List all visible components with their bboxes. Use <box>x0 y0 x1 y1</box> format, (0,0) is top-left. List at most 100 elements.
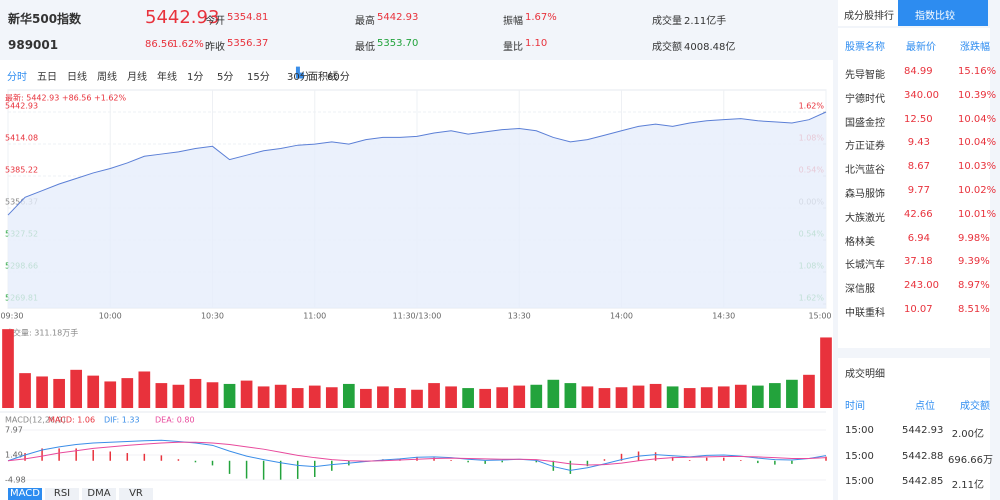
period-tab[interactable]: 60分 <box>327 72 350 83</box>
volume-bar <box>257 386 270 408</box>
volume-bar <box>291 388 304 408</box>
table-cell: 先导智能 <box>845 70 885 81</box>
header-bg <box>0 0 833 60</box>
volume-bar <box>138 371 151 408</box>
table-cell: 9.77 <box>907 185 930 196</box>
table-cell: 深信服 <box>845 284 875 296</box>
period-tab[interactable]: 5分 <box>217 72 234 83</box>
volume-bar <box>308 385 321 408</box>
table-cell: 宁德时代 <box>845 93 885 105</box>
volume-bar <box>462 388 474 408</box>
table-cell: 340.00 <box>904 89 939 101</box>
period-tab[interactable]: 30分 <box>287 72 310 83</box>
sidebar-tab[interactable]: 指数比较 <box>915 11 955 22</box>
volume-bar <box>513 385 526 408</box>
stat-value: 1.67% <box>525 12 557 23</box>
volume-bar <box>377 386 389 408</box>
volume-bar <box>189 378 202 408</box>
table-cell: 8.51% <box>958 304 990 315</box>
indicator-tab[interactable]: DMA <box>82 488 116 500</box>
table-cell: 8.97% <box>958 280 990 292</box>
volume-bar <box>700 387 713 408</box>
table-cell: 10.39% <box>958 89 997 101</box>
table-cell: 北汽蓝谷 <box>845 165 885 177</box>
volume-bar <box>104 381 117 408</box>
period-tab[interactable]: 日线 <box>67 72 87 83</box>
volume-bar <box>2 329 14 408</box>
volume-bar <box>445 386 457 408</box>
table-bg <box>838 358 990 500</box>
volume-bar <box>411 389 423 408</box>
table-cell: 696.66万 <box>948 454 993 466</box>
table-cell: 10.02% <box>958 185 997 196</box>
price-line <box>7 111 827 216</box>
table-cell: 2.00亿 <box>951 429 984 440</box>
volume-bar <box>786 379 798 408</box>
dropdown[interactable]: ▾ <box>333 68 339 79</box>
period-tab[interactable]: 年线 <box>157 72 177 83</box>
volume-bar <box>615 387 628 408</box>
volume-bar <box>223 383 236 408</box>
period-tab[interactable]: 周线 <box>97 72 117 83</box>
table-cell: 243.00 <box>904 280 939 292</box>
legend-entry: DIF: 1.33 <box>104 416 140 425</box>
volume-bar <box>547 379 560 408</box>
x-tick-label: 15:00 <box>808 312 831 321</box>
table-cell: 9.43 <box>907 137 930 149</box>
table-cell: 格林美 <box>845 236 875 248</box>
x-tick-label: 11:00 <box>303 312 326 321</box>
table-cell: 10.03% <box>958 161 997 173</box>
volume-bar <box>87 375 100 408</box>
area <box>8 112 826 308</box>
stat-label: 今开 <box>205 16 225 27</box>
table-cell: 大族激光 <box>845 212 885 224</box>
volume-bar <box>751 385 764 408</box>
volume-bar <box>121 378 134 408</box>
period-tab[interactable]: 五日 <box>37 72 57 83</box>
y-tick-label: 5414.08 <box>5 133 38 142</box>
table-cell: 5442.85 <box>902 476 944 487</box>
period-tab[interactable]: 月线 <box>127 72 147 83</box>
table-cell: 15:00 <box>845 476 874 487</box>
column-header: 时间 <box>845 401 865 412</box>
table-cell: 15:00 <box>845 425 874 436</box>
volume-bar <box>649 383 662 408</box>
period-tab[interactable]: 1分 <box>187 72 204 83</box>
table-cell: 5442.88 <box>902 450 944 462</box>
table-cell: 10.01% <box>958 208 997 220</box>
volume-bar <box>564 383 577 408</box>
period-tab[interactable]: 分时 <box>7 72 27 83</box>
table-cell: 国盛金控 <box>845 117 885 129</box>
table-cell: 15:00 <box>845 450 874 462</box>
volume-bar <box>70 369 83 408</box>
table-cell: 15.16% <box>958 66 997 77</box>
area-icon: ▙ <box>296 68 304 79</box>
table-cell: 森马服饰 <box>845 189 885 200</box>
x-tick-label: 13:30 <box>508 312 531 321</box>
volume-bar <box>598 388 611 408</box>
change-pct: 1.62% <box>172 39 204 50</box>
stat-value: 5442.93 <box>377 12 419 23</box>
macd-line <box>7 441 827 466</box>
chart-title: 成交量: 311.18万手 <box>5 328 78 338</box>
charts: 09:30 10:00 10:30 11:00 11:30/13:00 13:30 14:0… <box>0 89 832 485</box>
line-toggle[interactable]: 面积线 <box>308 72 338 83</box>
period-tab[interactable]: 15分 <box>247 72 270 83</box>
volume-bar <box>274 384 287 408</box>
column-header: 成交额 <box>960 401 990 412</box>
column-header: 涨跌幅 <box>960 42 990 53</box>
indicator-tab[interactable]: RSI <box>45 488 79 500</box>
volume-bar <box>683 388 696 408</box>
table-cell: 12.50 <box>904 113 933 125</box>
volume-bar <box>496 387 509 408</box>
sidebar-tab[interactable]: 成分股排行 <box>844 11 894 22</box>
volume-bar <box>717 386 730 408</box>
indicator-tab[interactable]: VR <box>119 488 153 500</box>
table-cell: 5442.93 <box>902 425 944 436</box>
volume-bar <box>666 386 679 408</box>
volume-bar <box>240 380 253 408</box>
stat-value: 5356.37 <box>227 38 269 49</box>
volume-bar <box>428 383 440 408</box>
indicator-tab[interactable]: MACD <box>8 488 42 500</box>
x-tick-label: 10:30 <box>201 312 224 321</box>
